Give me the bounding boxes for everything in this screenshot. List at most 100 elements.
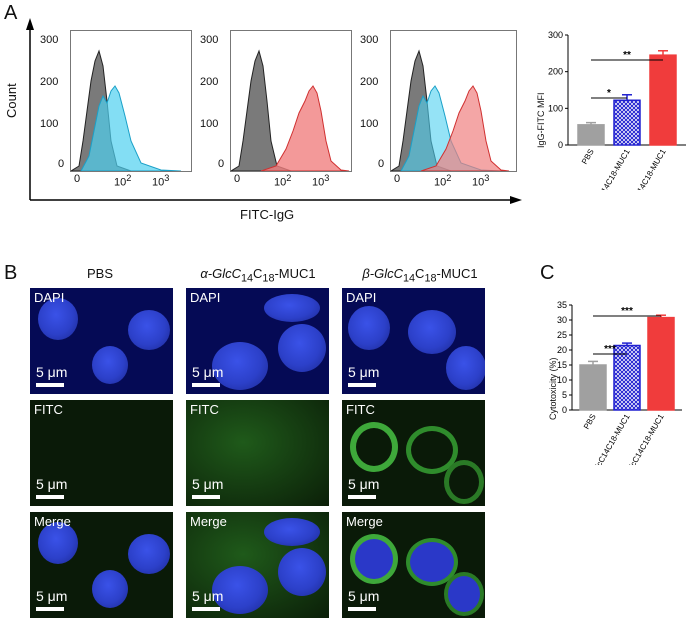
image-alpha-merge: Merge 5 μm [186, 512, 329, 618]
hist-xtick-exp-2: 2 [126, 173, 132, 183]
hist-ytick-300: 300 [200, 34, 219, 46]
y-tick-label: 20 [557, 345, 567, 355]
scale-bar [348, 383, 376, 387]
hist-ytick-200: 200 [200, 76, 219, 88]
scale-label: 5 μm [348, 364, 380, 380]
panel-letter-b: B [4, 262, 18, 284]
hist-xtick-exp-3: 3 [164, 173, 170, 183]
channel-label-fitc: FITC [346, 402, 375, 417]
hist-ytick-0: 0 [378, 158, 385, 170]
image-pbs-dapi: DAPI 5 μm [30, 288, 173, 394]
flow-x-label: FITC-IgG [240, 207, 295, 222]
y-tick-label: 100 [548, 103, 563, 113]
hist-xtick-exp-2: 2 [446, 173, 452, 183]
bar [577, 124, 605, 146]
y-tick-label: 200 [548, 67, 563, 77]
mfi-bar-chart: 0100200300PBSα-GlcC14C18-MUC1β-α-GlcC14C… [548, 30, 686, 190]
flow-y-label: Count [4, 83, 19, 118]
y-tick-label: 300 [548, 30, 563, 40]
col-title-beta-c: C [415, 266, 425, 281]
image-beta-merge: Merge 5 μm [342, 512, 485, 618]
image-alpha-fitc: FITC 5 μm [186, 400, 329, 506]
scale-bar [192, 607, 220, 611]
scale-label: 5 μm [192, 476, 224, 492]
hist-ytick-200: 200 [360, 76, 379, 88]
hist-xtick-exp-2: 2 [286, 173, 292, 183]
y-tick-label: 25 [557, 330, 567, 340]
cyto-y-label: Cytotoxicity (%) [548, 357, 558, 420]
sig-label: *** [604, 344, 616, 355]
hist-ytick-300: 300 [360, 34, 379, 46]
bar [613, 344, 641, 411]
scale-label: 5 μm [348, 588, 380, 604]
mfi-y-label: IgG-FITC MFI [536, 92, 546, 149]
sig-label: ** [623, 50, 631, 61]
image-beta-fitc: FITC 5 μm [342, 400, 485, 506]
hist-ytick-0: 0 [58, 158, 65, 170]
panel-letter-c: C [540, 262, 555, 284]
image-alpha-dapi: DAPI 5 μm [186, 288, 329, 394]
y-tick-label: 15 [557, 360, 567, 370]
histogram-overlay: 300 200 100 0 0 102 103 [360, 30, 520, 195]
y-tick-label: 5 [562, 390, 567, 400]
hist-xtick-10b: 10 [472, 176, 485, 189]
channel-label-merge: Merge [190, 514, 227, 529]
hist-ytick-100: 100 [200, 118, 219, 130]
flow-axes [26, 18, 522, 204]
scale-label: 5 μm [36, 476, 68, 492]
channel-label-dapi: DAPI [190, 290, 221, 305]
channel-label-merge: Merge [346, 514, 383, 529]
scale-label: 5 μm [348, 476, 380, 492]
channel-label-fitc: FITC [34, 402, 63, 417]
scale-bar [36, 607, 64, 611]
col-title-beta-suffix: -MUC1 [436, 266, 478, 281]
hist-xtick-0: 0 [74, 173, 81, 185]
col-title-beta-prefix: β-GlcC [362, 266, 403, 281]
col-title-alpha-sub18: 18 [262, 272, 275, 285]
image-pbs-merge: Merge 5 μm [30, 512, 173, 618]
hist-ytick-200: 200 [40, 76, 59, 88]
sig-label: * [607, 88, 611, 99]
hist-xtick-10: 10 [274, 176, 287, 189]
panel-letter-a: A [4, 2, 18, 24]
y-tick-label: 0 [558, 140, 563, 150]
histogram-pbs-vs-alpha: 300 200 100 0 0 102 103 [40, 30, 192, 195]
hist-ytick-300: 300 [40, 34, 59, 46]
col-title-alpha-sub14: 14 [240, 272, 254, 285]
scale-bar [192, 495, 220, 499]
col-title-beta-sub18: 18 [424, 272, 437, 285]
category-label: PBS [582, 413, 598, 431]
scale-label: 5 μm [36, 588, 68, 604]
scale-bar [348, 607, 376, 611]
hist-xtick-10: 10 [434, 176, 447, 189]
col-title-alpha-c: C [253, 266, 263, 281]
bar [613, 99, 641, 146]
hist-xtick-exp-3: 3 [324, 173, 330, 183]
image-beta-dapi: DAPI 5 μm [342, 288, 485, 394]
hist-xtick-10b: 10 [312, 176, 325, 189]
cytotoxicity-bar-chart: 05101520253035PBSα-GlcC14C18-MUC1β-GlcC1… [557, 300, 682, 465]
hist-ytick-100: 100 [360, 118, 379, 130]
y-tick-label: 30 [557, 315, 567, 325]
scale-label: 5 μm [192, 588, 224, 604]
channel-label-dapi: DAPI [346, 290, 377, 305]
hist-ytick-0: 0 [218, 158, 225, 170]
y-tick-label: 10 [557, 375, 567, 385]
col-title-beta: β-GlcC14C18-MUC1 [340, 266, 500, 285]
hist-ytick-100: 100 [40, 118, 59, 130]
channel-label-fitc: FITC [190, 402, 219, 417]
hist-xtick-10: 10 [114, 176, 127, 189]
hist-xtick-10b: 10 [152, 176, 165, 189]
scale-bar [36, 495, 64, 499]
col-title-alpha-prefix: α-GlcC [200, 266, 241, 281]
hist-xtick-0: 0 [394, 173, 401, 185]
bar [647, 316, 675, 411]
channel-label-dapi: DAPI [34, 290, 65, 305]
col-title-alpha-suffix: -MUC1 [274, 266, 316, 281]
scale-bar [348, 495, 376, 499]
col-title-alpha: α-GlcC14C18-MUC1 [178, 266, 338, 285]
bar [579, 364, 607, 411]
scale-label: 5 μm [36, 364, 68, 380]
y-tick-label: 0 [562, 405, 567, 415]
histogram-pbs-vs-beta: 300 200 100 0 0 102 103 [200, 30, 352, 195]
